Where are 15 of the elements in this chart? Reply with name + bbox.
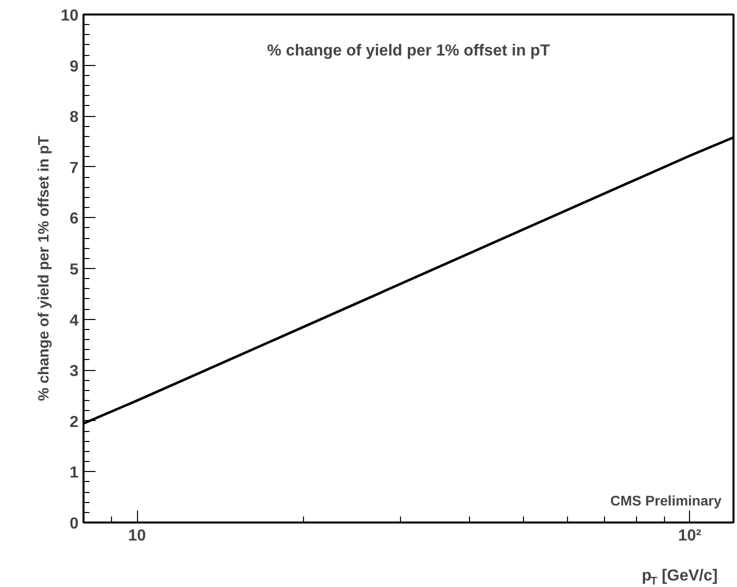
y-tick-label: 9 <box>70 58 79 76</box>
y-axis-title: % change of yield per 1% offset in pT <box>36 136 53 402</box>
x-tick-label: 10² <box>678 528 702 544</box>
text: % change of yield per 1% offset in pT <box>267 42 550 60</box>
y-tick-label: 2 <box>70 414 79 431</box>
y-tick-label: 6 <box>70 210 79 228</box>
y-tick-label: 10 <box>60 8 79 24</box>
y-tick-label: 5 <box>70 262 79 278</box>
y-tick-label: 7 <box>70 160 79 177</box>
y-tick-label: 3 <box>70 363 79 380</box>
annotation: CMS Preliminary <box>610 492 722 508</box>
y-tick-label: 8 <box>70 109 79 126</box>
y-tick-label: 4 <box>70 312 79 330</box>
y-tick-label: 0 <box>70 516 79 532</box>
y-tick-label: 1 <box>70 464 79 482</box>
